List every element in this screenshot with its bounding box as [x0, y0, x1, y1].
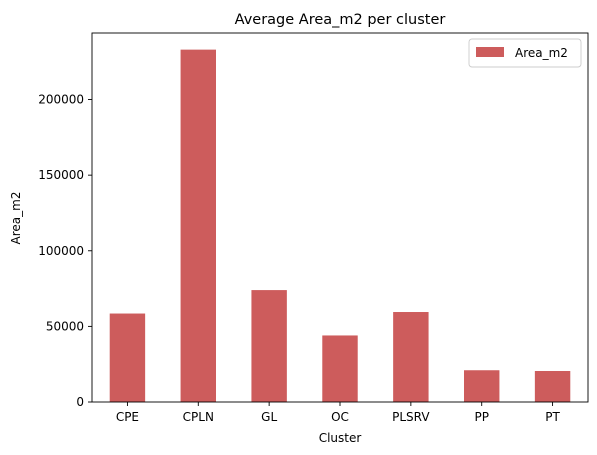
- y-tick-label: 200000: [38, 93, 84, 107]
- y-tick-label: 150000: [38, 168, 84, 182]
- y-tick-label: 50000: [46, 319, 84, 333]
- x-axis-label: Cluster: [319, 431, 362, 445]
- x-tick-label: GL: [261, 410, 277, 424]
- legend-label: Area_m2: [515, 46, 568, 60]
- y-axis-ticks: 0 50000 100000 150000 200000: [38, 93, 92, 409]
- bar-plsrv: [393, 312, 429, 402]
- plot-frame: [91, 32, 589, 403]
- x-tick-label: PT: [545, 410, 560, 424]
- legend: Area_m2: [468, 38, 582, 68]
- bar-pt: [534, 370, 571, 402]
- legend-swatch: [476, 47, 504, 57]
- bar-cpe: [109, 313, 146, 402]
- bar-cpln: [180, 49, 216, 402]
- bar-gl: [251, 290, 287, 402]
- bar-pp: [464, 370, 500, 402]
- x-tick-label: CPLN: [183, 410, 214, 424]
- x-axis-ticks: CPE CPLN GL OC PLSRV PP PT: [116, 402, 561, 424]
- y-axis-label: Area_m2: [9, 192, 23, 245]
- y-tick-label: 100000: [38, 244, 84, 258]
- bar-oc: [322, 335, 358, 402]
- chart-title: Average Area_m2 per cluster: [235, 12, 446, 28]
- x-tick-label: OC: [331, 410, 349, 424]
- x-tick-label: CPE: [116, 410, 139, 424]
- legend-box: [468, 38, 582, 68]
- y-tick-label: 0: [76, 395, 84, 409]
- x-tick-label: PP: [474, 410, 488, 424]
- x-tick-label: PLSRV: [392, 410, 430, 424]
- bars-group: [109, 49, 571, 402]
